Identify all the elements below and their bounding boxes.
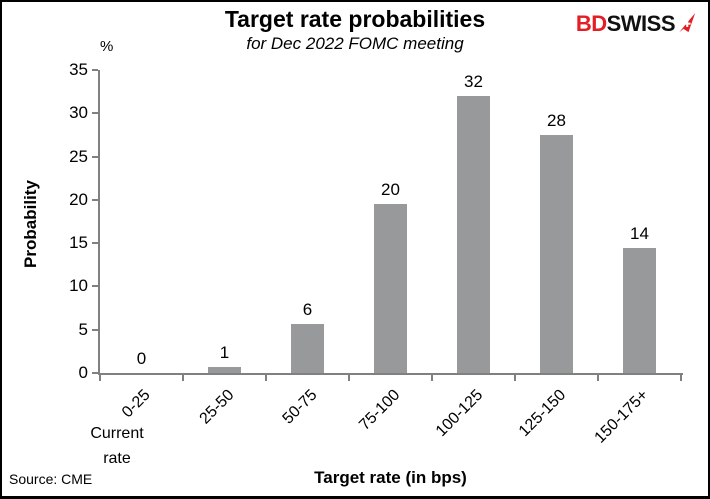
y-tick-label: 30 <box>69 103 88 123</box>
swiss-arrow-icon <box>679 13 696 33</box>
bar-value-label: 0 <box>136 349 147 368</box>
y-tick-label: 5 <box>78 319 88 339</box>
bar <box>623 248 656 373</box>
y-tick-label: 20 <box>69 189 88 209</box>
first-category-note: Current rate <box>90 425 144 467</box>
bar <box>540 134 573 373</box>
brand-logo-swiss: SWISS <box>606 11 676 36</box>
x-tick-label: 25-50 <box>196 386 238 428</box>
bar-value-label: 28 <box>547 110 566 130</box>
bar-value-label: 1 <box>219 342 230 362</box>
y-tick-label: 35 <box>69 60 88 79</box>
source-note: Source: CME <box>9 471 93 487</box>
x-tick-label: 0-25 <box>119 386 155 422</box>
x-tick-mark <box>597 375 599 381</box>
y-axis-unit-label: % <box>100 38 114 55</box>
x-axis-line <box>98 373 683 375</box>
y-tick-mark <box>92 242 98 245</box>
brand-logo: BD SWISS <box>576 11 696 37</box>
bar <box>457 95 490 373</box>
x-tick-mark <box>680 375 682 381</box>
chart-header: Target rate probabilities for Dec 2022 F… <box>2 6 708 54</box>
y-tick-label: 15 <box>69 233 88 253</box>
x-axis-title: Target rate (in bps) <box>314 468 467 487</box>
y-tick-mark <box>92 328 98 331</box>
y-tick-mark <box>92 372 98 374</box>
y-tick-mark <box>92 69 98 71</box>
x-tick-mark <box>99 375 101 381</box>
bar-value-label: 20 <box>381 180 400 200</box>
x-tick-label: 75-100 <box>355 386 404 434</box>
bar-value-label: 14 <box>630 224 649 244</box>
y-tick-mark <box>92 198 98 201</box>
x-tick-mark <box>431 375 433 381</box>
chart-title: Target rate probabilities <box>224 6 486 32</box>
y-tick-label: 25 <box>69 146 88 166</box>
y-tick-mark <box>92 285 98 288</box>
bar-value-label: 32 <box>464 71 483 91</box>
chart-subtitle: for Dec 2022 FOMC meeting <box>246 34 464 53</box>
bar <box>374 204 407 373</box>
x-tick-mark <box>265 375 267 381</box>
x-tick-label: 125-150 <box>515 386 570 441</box>
x-tick-label: 150-175+ <box>591 386 653 447</box>
y-tick-label: 0 <box>78 363 88 382</box>
x-tick-mark <box>348 375 350 381</box>
x-tick-mark <box>182 375 184 381</box>
bar <box>291 323 324 373</box>
y-tick-mark <box>92 155 98 158</box>
x-tick-mark <box>514 375 516 381</box>
x-tick-label: 100-125 <box>432 386 487 441</box>
y-axis-line <box>98 70 100 375</box>
brand-logo-bd: BD <box>575 11 607 36</box>
bar <box>208 366 241 373</box>
y-tick-label: 10 <box>69 276 88 296</box>
bar-value-label: 6 <box>302 299 313 319</box>
y-tick-mark <box>92 112 98 115</box>
x-tick-label: 50-75 <box>279 386 321 428</box>
